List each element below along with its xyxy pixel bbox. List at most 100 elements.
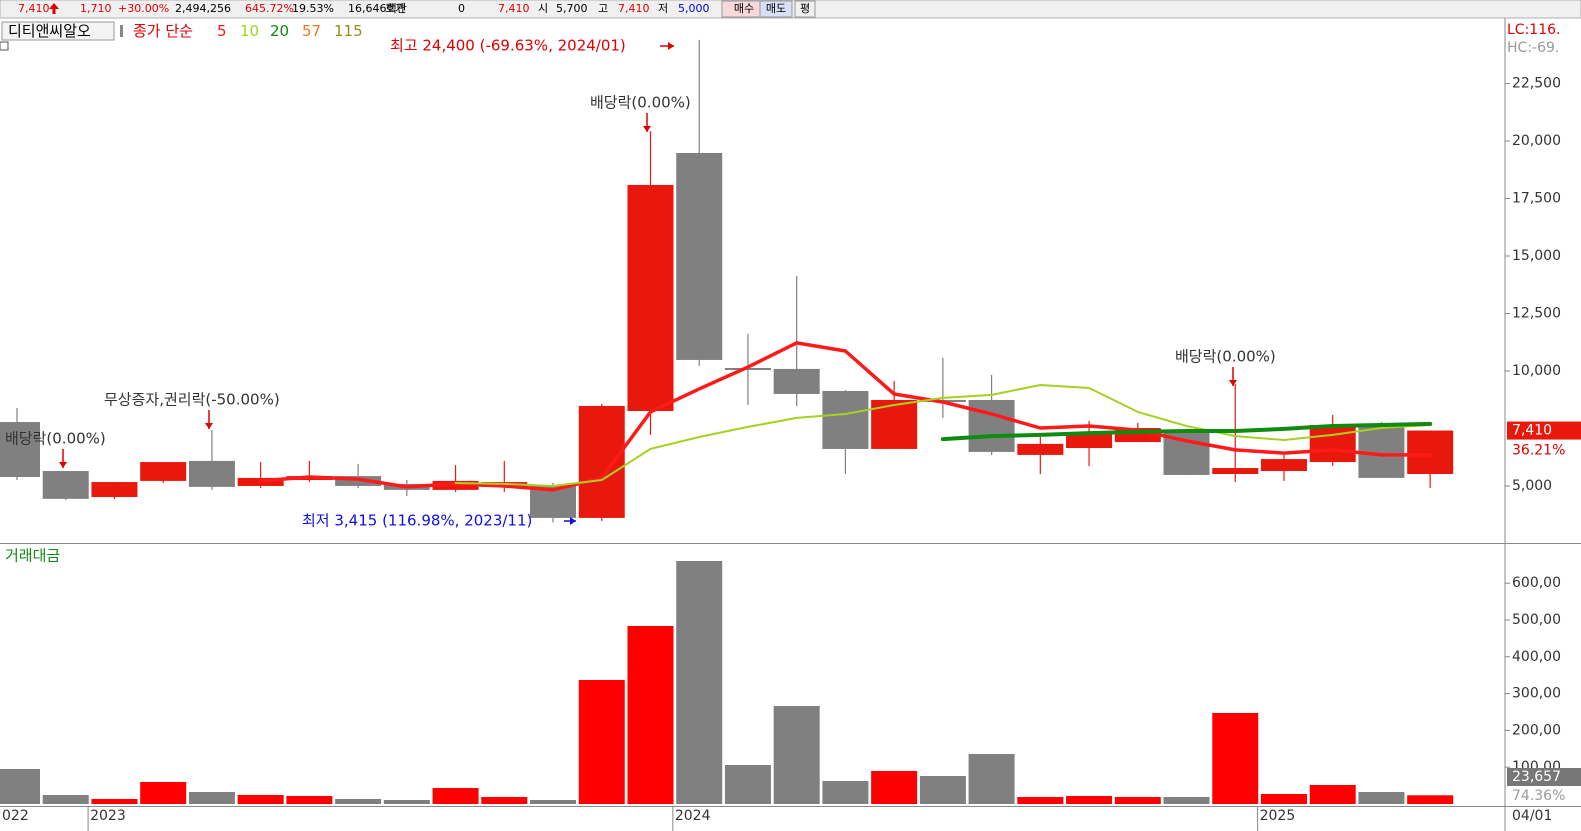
price-tag-box (1507, 421, 1581, 440)
y-tick-label: 10,000 (1512, 363, 1561, 379)
y-tick-label: 20,000 (1512, 133, 1561, 149)
candle-body (1309, 425, 1356, 463)
volume-bar (676, 561, 723, 804)
volume-bar (0, 769, 40, 804)
date-label: 04/01 (1512, 808, 1552, 824)
toolbar-value: 645.72% (245, 2, 294, 15)
toolbar-value: +30.00% (118, 2, 169, 15)
candle-body (1358, 423, 1405, 478)
y-tick-label: 400,00 (1512, 649, 1561, 665)
candle-body (822, 390, 869, 449)
panel-title: 거래대금 (5, 547, 60, 565)
volume-bar (1017, 797, 1064, 804)
volume-bar (578, 679, 625, 804)
annotation: 최고 24,400 (-69.63%, 2024/01) (390, 37, 626, 55)
up-arrow-stem (52, 9, 56, 14)
volume-bar (1358, 792, 1405, 804)
candle-body (335, 476, 382, 486)
annotation: 배당락(0.00%) (5, 430, 106, 448)
candle-body (91, 482, 138, 498)
toolbar-value: 호가 (385, 2, 405, 15)
annotation: 최저 3,415 (116.98%, 2023/11) (302, 512, 532, 530)
volume-bar (42, 794, 89, 804)
annotation: 무상증자,권리락(-50.00%) (104, 391, 280, 409)
volume-bar (1212, 712, 1259, 804)
y-tick-label: 22,500 (1512, 76, 1561, 92)
volume-bar (1309, 785, 1356, 804)
toolbar-value: 시 (538, 2, 548, 15)
toolbar-value: 7,410 (618, 2, 650, 15)
candle-body (1212, 468, 1259, 475)
volume-bar (1260, 793, 1307, 804)
volume-bar (1163, 797, 1210, 804)
toolbar-button[interactable] (794, 0, 816, 18)
volume-tag: 23,657 (1512, 769, 1561, 785)
hc-label: HC:-69. (1507, 40, 1559, 56)
toolbar-value: 19.53% (292, 2, 334, 15)
toolbar-value: 2,494,256 (175, 2, 231, 15)
x-tick-label: 022 (2, 808, 29, 824)
stock-name-box[interactable] (1, 21, 115, 41)
candle-body (1066, 433, 1113, 449)
toolbar-value: 0 (458, 2, 465, 15)
volume-bar (91, 798, 138, 804)
toolbar-value: 7,410 (18, 2, 50, 15)
legend-entry: 5 (217, 22, 227, 40)
volume-tag-pct: 74.36% (1512, 788, 1565, 804)
volume-bar (919, 775, 966, 804)
lc-label: LC:116. (1507, 22, 1560, 38)
y-tick-label: 200,00 (1512, 722, 1561, 738)
toolbar-value: 고 (598, 2, 608, 15)
volume-bar (286, 796, 333, 804)
volume-bar (140, 781, 187, 804)
y-tick-label: 500,00 (1512, 612, 1561, 628)
y-tick-label: 12,500 (1512, 305, 1561, 321)
toolbar-button-label[interactable]: 매도 (766, 2, 786, 15)
volume-bar (530, 799, 577, 804)
candle-body (1017, 443, 1064, 455)
volume-bar (188, 792, 235, 804)
up-arrow-icon (49, 3, 59, 9)
volume-bar (822, 780, 869, 804)
y-tick-label: 15,000 (1512, 248, 1561, 264)
x-tick-label: 2023 (90, 808, 126, 824)
volume-bar (383, 799, 430, 804)
toolbar-button-label[interactable]: 평 (800, 2, 810, 15)
candle-body (42, 471, 89, 499)
price-tag-pct: 36.21% (1512, 443, 1565, 459)
candle-body (627, 184, 674, 412)
legend-entry: 20 (270, 22, 289, 40)
annotation: 배당락(0.00%) (1175, 348, 1276, 366)
toolbar-value: 5,000 (678, 2, 710, 15)
y-tick-label: 600,00 (1512, 575, 1561, 591)
toolbar-value: 5,700 (556, 2, 588, 15)
candle-body (140, 462, 187, 481)
candle-body (1260, 459, 1307, 472)
legend-entry: 10 (240, 22, 259, 40)
stock-name[interactable]: 디티앤씨알오 (8, 22, 91, 40)
volume-bar (968, 753, 1015, 804)
toolbar-button[interactable] (759, 0, 793, 18)
annotation-arrowhead (570, 517, 576, 525)
legend-separator (120, 25, 123, 37)
annotation-arrowhead (668, 42, 674, 50)
candle-body (773, 368, 820, 394)
volume-bar (1407, 795, 1454, 804)
legend-entry: 115 (334, 22, 363, 40)
toolbar-value: 7,410 (498, 2, 530, 15)
price-tag: 7,410 (1512, 423, 1552, 439)
annotation: 배당락(0.00%) (590, 94, 691, 112)
grid-icon[interactable] (0, 41, 9, 51)
annotation-arrowhead (59, 462, 67, 468)
x-tick-label: 2024 (675, 808, 711, 824)
toolbar-value: 16,646백만 (348, 2, 407, 15)
annotation-arrowhead (205, 423, 213, 429)
volume-bar (432, 787, 479, 804)
legend-indicator: 종가 단순 (133, 22, 193, 40)
toolbar-button-label[interactable]: 매수 (734, 2, 754, 15)
ma-line (454, 384, 1432, 487)
volume-tag-box (1507, 768, 1581, 786)
x-tick-label: 2025 (1260, 808, 1296, 824)
